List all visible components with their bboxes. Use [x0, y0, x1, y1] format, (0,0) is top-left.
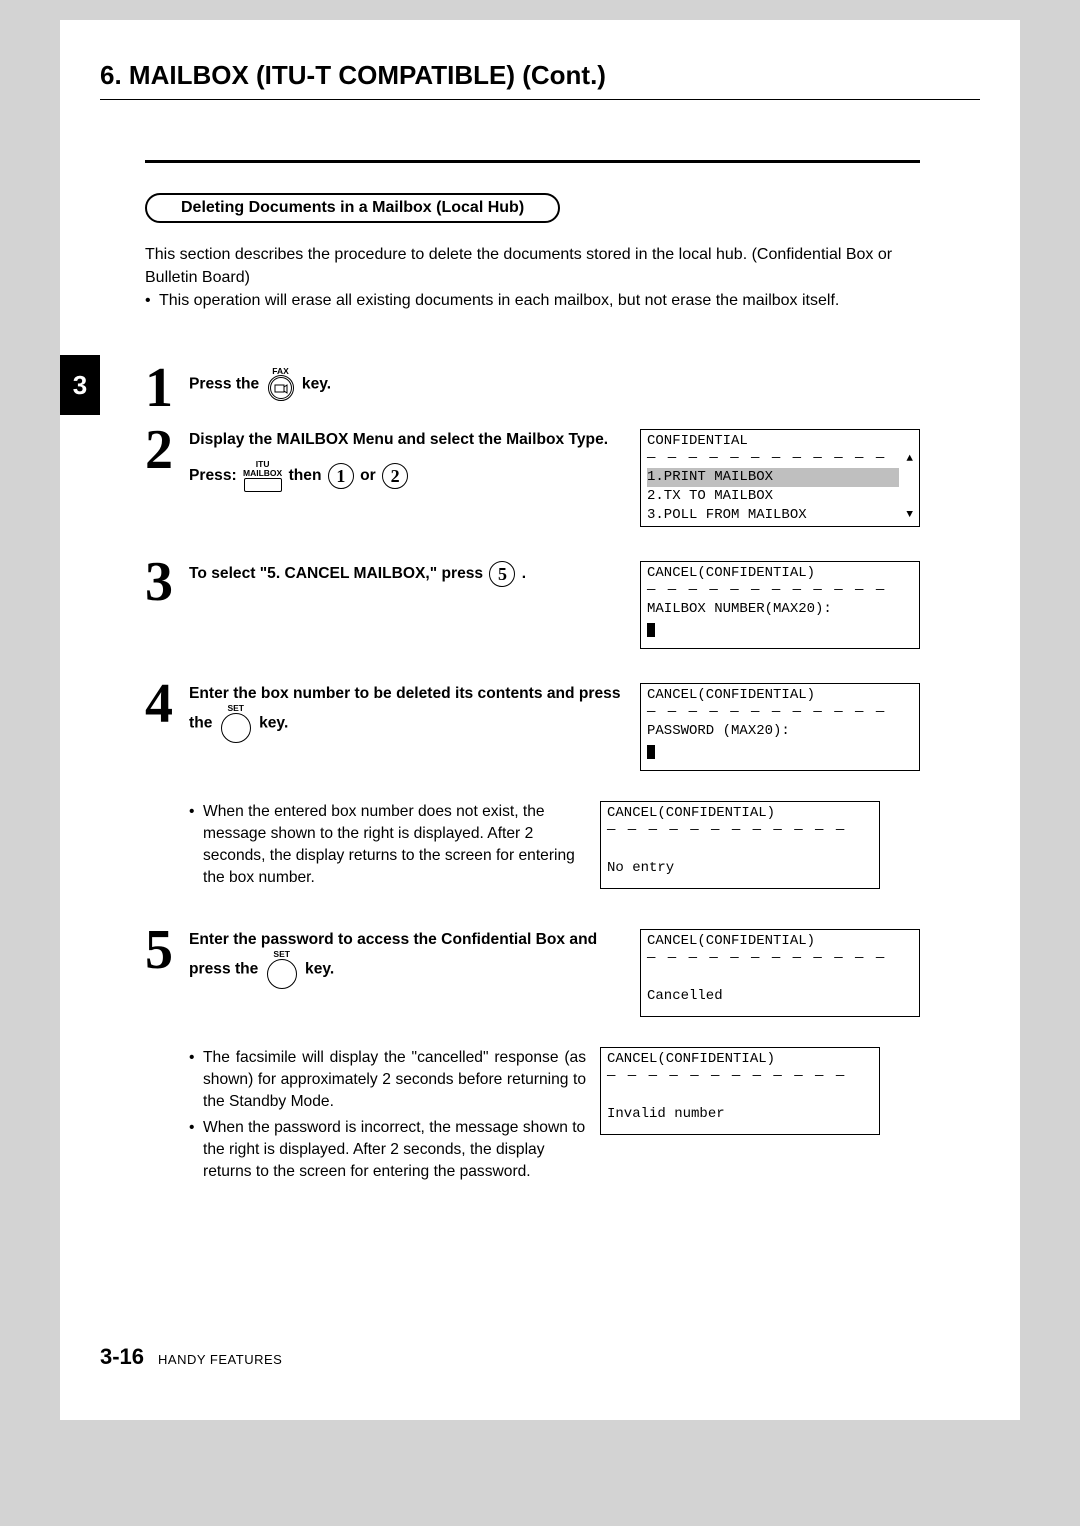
lcd-line: 3.POLL FROM MAILBOX [647, 506, 913, 525]
page-number: 3-16 [100, 1344, 144, 1370]
step-number: 2 [145, 425, 189, 545]
lcd-step2: CONFIDENTIAL — — — — — — — — — — — — 1.P… [640, 429, 920, 527]
footer: 3-16 HANDY FEATURES [100, 1344, 282, 1370]
page: 6. MAILBOX (ITU-T COMPATIBLE) (Cont.) 3 … [60, 20, 1020, 1420]
text-a: Enter the box number to be deleted its c… [189, 685, 621, 731]
lcd-step3: CANCEL(CONFIDENTIAL) — — — — — — — — — —… [640, 561, 920, 649]
footer-label: HANDY FEATURES [158, 1352, 282, 1367]
intro-bullet: This operation will erase all existing d… [159, 289, 839, 312]
text-b: . [522, 566, 526, 583]
step-1: 1 Press the FAX key. [145, 363, 920, 413]
lcd-line: 2.TX TO MAILBOX [647, 487, 913, 506]
lcd-line: Cancelled [647, 987, 913, 1006]
set-key: SET [219, 704, 253, 743]
content: Deleting Documents in a Mailbox (Local H… [60, 100, 1020, 1182]
lcd-line: PASSWORD (MAX20): [647, 722, 913, 741]
set-label: SET [219, 704, 253, 713]
lcd-dash: — — — — — — — — — — — — [607, 1067, 873, 1086]
lcd-dash: — — — — — — — — — — — — [647, 449, 913, 468]
then-label: then [289, 467, 326, 484]
step2-text: Display the MAILBOX Menu and select the … [189, 429, 626, 545]
bullet-dot: • [145, 289, 159, 312]
lcd-line-hl: 1.PRINT MAILBOX [647, 468, 899, 487]
lcd-step4a: CANCEL(CONFIDENTIAL) — — — — — — — — — —… [640, 683, 920, 771]
lcd-step4b: CANCEL(CONFIDENTIAL) — — — — — — — — — —… [600, 801, 880, 889]
lcd-dash: — — — — — — — — — — — — [647, 581, 913, 600]
lcd-step5a: CANCEL(CONFIDENTIAL) — — — — — — — — — —… [640, 929, 920, 1017]
section-title-wrap: Deleting Documents in a Mailbox (Local H… [145, 193, 960, 223]
lcd-step5b: CANCEL(CONFIDENTIAL) — — — — — — — — — —… [600, 1047, 880, 1135]
text-b: key. [302, 375, 331, 392]
key-1: 1 [328, 463, 354, 489]
text-a: Enter the password to access the Confide… [189, 931, 597, 977]
thick-rule [145, 160, 920, 163]
step-3: 3 To select "5. CANCEL MAILBOX," press 5… [145, 557, 920, 667]
sub-text: When the entered box number does not exi… [203, 801, 586, 888]
step1-text: Press the FAX key. [189, 367, 920, 402]
step4-sub: •When the entered box number does not ex… [189, 801, 880, 907]
cursor-icon [647, 745, 655, 759]
intro-bullet-row: • This operation will erase all existing… [145, 289, 920, 312]
step4-text: Enter the box number to be deleted its c… [189, 683, 626, 789]
step-body: Press the FAX key. [189, 363, 920, 413]
key-5: 5 [489, 561, 515, 587]
page-header: 6. MAILBOX (ITU-T COMPATIBLE) (Cont.) [100, 60, 606, 91]
section-title: Deleting Documents in a Mailbox (Local H… [145, 193, 560, 223]
step2-line2: Press: ITU MAILBOX then 1 or 2 [189, 460, 626, 492]
set-icon [221, 713, 251, 743]
sub-text: When the password is incorrect, the mess… [203, 1117, 586, 1182]
steps: 1 Press the FAX key. [145, 363, 920, 1183]
intro-text: This section describes the procedure to … [145, 243, 920, 289]
header-row: 6. MAILBOX (ITU-T COMPATIBLE) (Cont.) [60, 20, 1020, 91]
text-a: Press the [189, 375, 264, 392]
step2-line1: Display the MAILBOX Menu and select the … [189, 429, 626, 450]
fax-label: FAX [266, 367, 296, 376]
set-icon [267, 959, 297, 989]
text-a: To select "5. CANCEL MAILBOX," press [189, 566, 487, 583]
fax-icon [268, 375, 294, 401]
step-number: 4 [145, 679, 189, 789]
key-2: 2 [382, 463, 408, 489]
or-label: or [360, 467, 380, 484]
step-2: 2 Display the MAILBOX Menu and select th… [145, 425, 920, 545]
sub-text: The facsimile will display the "cancelle… [203, 1047, 586, 1112]
down-arrow-icon: ▼ [906, 508, 913, 523]
step-number: 1 [145, 363, 189, 413]
fax-key: FAX [266, 367, 296, 402]
lcd-line: Invalid number [607, 1105, 873, 1124]
lcd-dash: — — — — — — — — — — — — [607, 821, 873, 840]
lcd-line: MAILBOX NUMBER(MAX20): [647, 600, 913, 619]
mailbox-key: ITU MAILBOX [243, 460, 282, 492]
step-number: 3 [145, 557, 189, 667]
step-5: 5 Enter the password to access the Confi… [145, 925, 920, 1035]
text-b: key. [259, 715, 288, 732]
mailbox-label: MAILBOX [243, 469, 282, 478]
set-label: SET [265, 950, 299, 959]
cursor-icon [647, 623, 655, 637]
step5-sub: •The facsimile will display the "cancell… [189, 1047, 880, 1182]
mailbox-button-icon [244, 478, 282, 492]
press-label: Press: [189, 467, 241, 484]
step-number: 5 [145, 925, 189, 1035]
intro: This section describes the procedure to … [145, 243, 920, 313]
text-b: key. [305, 961, 334, 978]
lcd-line: No entry [607, 859, 873, 878]
step5-text: Enter the password to access the Confide… [189, 929, 626, 1035]
lcd-dash: — — — — — — — — — — — — [647, 703, 913, 722]
lcd-dash: — — — — — — — — — — — — [647, 949, 913, 968]
step-4: 4 Enter the box number to be deleted its… [145, 679, 920, 789]
set-key: SET [265, 950, 299, 989]
step3-text: To select "5. CANCEL MAILBOX," press 5 . [189, 561, 626, 667]
up-arrow-icon: ▲ [906, 452, 913, 467]
